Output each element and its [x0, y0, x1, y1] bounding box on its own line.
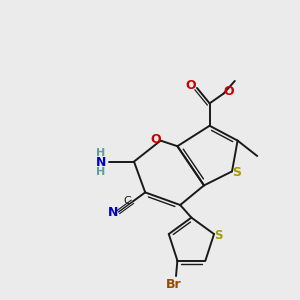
Text: S: S	[214, 229, 222, 242]
Text: N: N	[108, 206, 118, 219]
Text: H: H	[96, 167, 105, 177]
Text: O: O	[223, 85, 234, 98]
Text: S: S	[232, 166, 242, 179]
Text: Br: Br	[166, 278, 182, 291]
Text: O: O	[150, 133, 161, 146]
Text: O: O	[186, 80, 196, 92]
Text: C: C	[123, 196, 131, 206]
Text: H: H	[96, 148, 105, 158]
Text: N: N	[96, 156, 106, 169]
